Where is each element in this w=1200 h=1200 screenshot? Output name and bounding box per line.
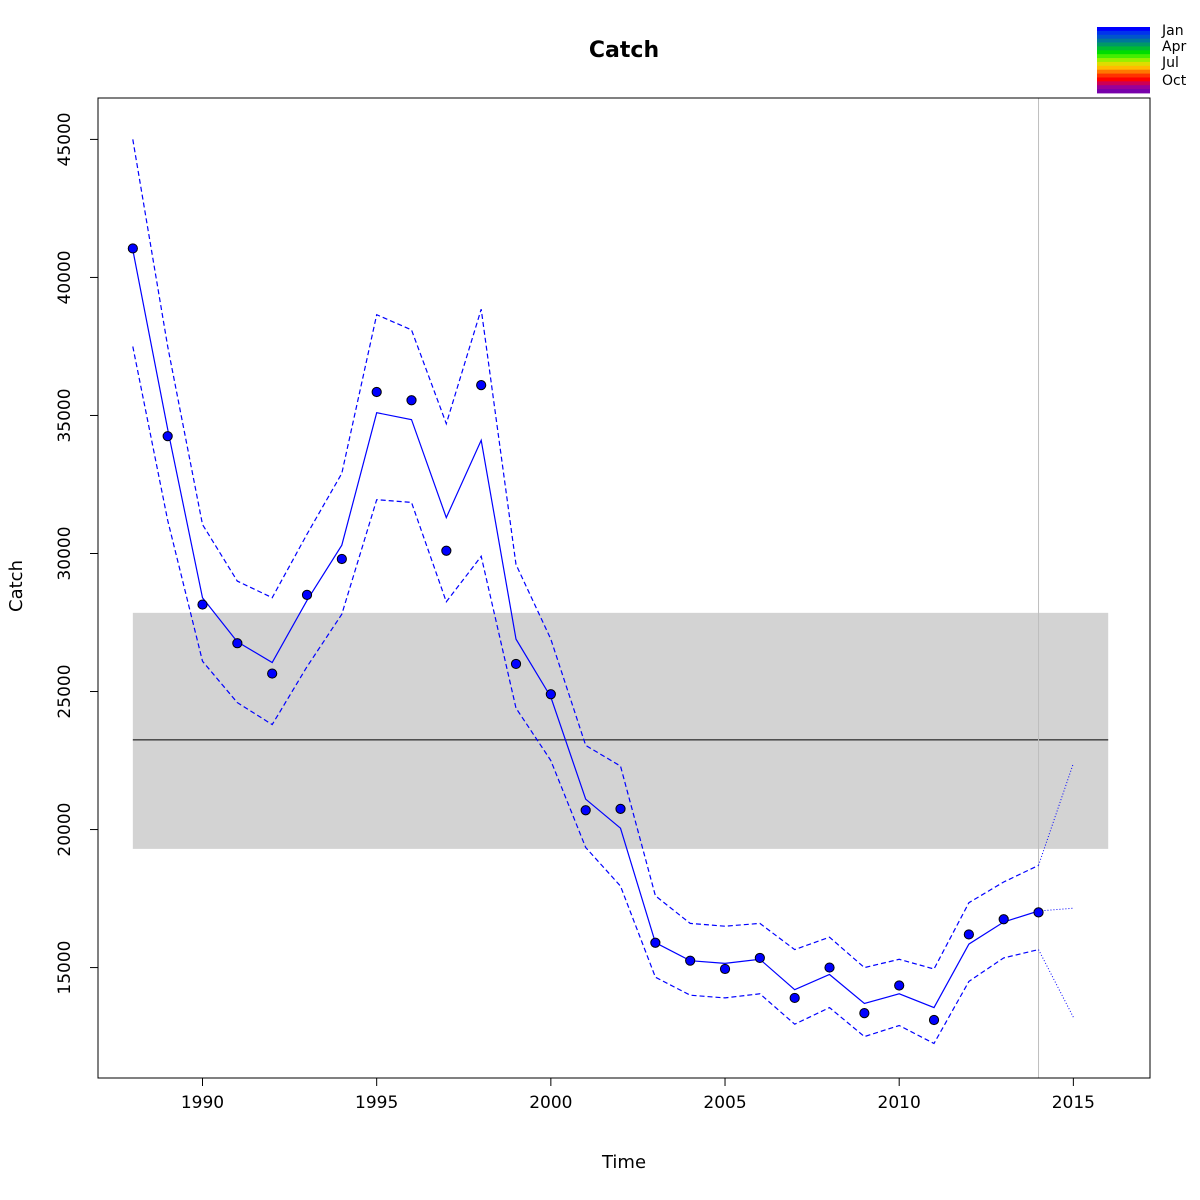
legend-color-swatch — [1097, 58, 1150, 63]
y-tick-label: 25000 — [55, 664, 75, 718]
observed-point — [894, 980, 905, 991]
lower-bound-line — [132, 346, 1039, 1045]
mean-band-layer — [132, 98, 1109, 1078]
series-layer — [127, 139, 1074, 1045]
observed-point — [510, 658, 522, 670]
observed-point — [685, 955, 696, 966]
legend-color-swatch — [1097, 46, 1150, 51]
x-axis-label: Time — [601, 1152, 646, 1173]
legend-label: Jul — [1161, 55, 1179, 71]
observed-point — [719, 963, 731, 975]
legend-color-swatch — [1097, 50, 1150, 55]
x-tick-label: 2005 — [703, 1093, 746, 1113]
observed-point — [650, 937, 661, 948]
observed-point — [336, 553, 347, 565]
observed-point — [127, 243, 138, 254]
legend-label: Jan — [1161, 23, 1184, 39]
observed-point — [824, 962, 835, 973]
y-tick-label: 30000 — [55, 526, 75, 580]
observed-point — [406, 395, 417, 406]
y-tick-label: 40000 — [55, 250, 75, 304]
x-tick-label: 1995 — [355, 1093, 398, 1113]
observed-point — [301, 589, 313, 601]
axis-layer: 1990 1995 2000 2005 2010 2015 15000 20000 25000 3… — [55, 97, 1151, 1113]
legend-color-swatch — [1097, 30, 1150, 36]
legend-color-swatch — [1097, 77, 1150, 82]
y-tick-label: 35000 — [55, 388, 75, 442]
y-tick-label: 20000 — [55, 803, 75, 857]
observed-point — [615, 803, 626, 814]
legend-color-swatch — [1097, 34, 1150, 40]
forecast-lower-line — [1038, 949, 1074, 1018]
observed-point — [162, 431, 173, 442]
observed-point — [998, 914, 1009, 925]
observed-point — [963, 929, 974, 940]
observed-point — [859, 1008, 870, 1019]
legend-color-swatch — [1097, 27, 1150, 32]
y-tick-label: 15000 — [55, 941, 75, 995]
legend-color-swatch — [1097, 61, 1150, 67]
legend-label: Oct — [1162, 73, 1187, 89]
legend-color-swatch — [1097, 54, 1150, 59]
x-tick-label: 2010 — [878, 1093, 921, 1113]
x-tick-label: 2000 — [529, 1093, 572, 1113]
legend-label: Apr — [1162, 39, 1186, 55]
legend-color-swatch — [1097, 81, 1150, 86]
observed-point — [267, 668, 278, 679]
observed-point — [1033, 907, 1044, 918]
fitted-line — [132, 249, 1039, 1009]
chart-title: Catch — [589, 38, 659, 63]
legend-color-swatch — [1097, 42, 1150, 47]
y-axis-label: Catch — [6, 560, 27, 612]
x-tick-label: 1990 — [181, 1093, 224, 1113]
y-tick-label: 45000 — [55, 112, 75, 166]
legend-color-swatch — [1097, 85, 1150, 90]
x-tick-label: 2015 — [1052, 1093, 1095, 1113]
observed-point — [232, 638, 243, 649]
observed-point — [371, 386, 382, 398]
observed-point — [441, 545, 452, 556]
observed-point — [580, 805, 591, 816]
observed-point — [545, 689, 556, 700]
legend-color-swatch — [1097, 69, 1150, 74]
legend-color-swatch — [1097, 38, 1150, 43]
observed-point — [789, 992, 800, 1004]
observed-point — [754, 952, 765, 964]
plot-frame — [97, 97, 1151, 1079]
observed-point — [476, 379, 487, 391]
upper-bound-line — [132, 139, 1039, 970]
forecast-mean-line — [1038, 907, 1074, 912]
observed-point — [928, 1014, 940, 1026]
legend-color-swatch — [1097, 73, 1150, 78]
legend-color-swatch — [1097, 65, 1150, 71]
legend-color-swatch — [1097, 89, 1150, 94]
observed-point — [197, 599, 208, 610]
